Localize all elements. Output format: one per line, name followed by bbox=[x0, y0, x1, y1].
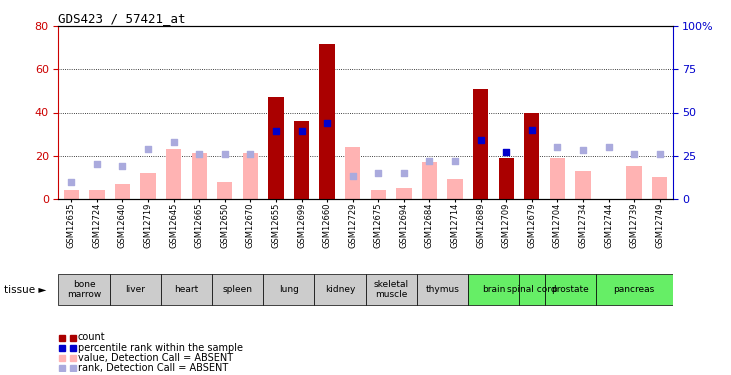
FancyBboxPatch shape bbox=[212, 274, 263, 305]
Point bbox=[654, 151, 665, 157]
Bar bbox=[550, 158, 565, 199]
Text: bone
marrow: bone marrow bbox=[67, 280, 101, 299]
FancyBboxPatch shape bbox=[519, 274, 545, 305]
Point bbox=[244, 151, 256, 157]
FancyBboxPatch shape bbox=[314, 274, 366, 305]
Text: prostate: prostate bbox=[551, 285, 589, 294]
Point bbox=[168, 139, 180, 145]
Bar bbox=[268, 98, 284, 199]
Text: count: count bbox=[77, 333, 105, 342]
Bar bbox=[575, 171, 591, 199]
Text: GDS423 / 57421_at: GDS423 / 57421_at bbox=[58, 12, 186, 25]
Bar bbox=[319, 44, 335, 199]
Point bbox=[66, 178, 77, 184]
Text: value, Detection Call = ABSENT: value, Detection Call = ABSENT bbox=[77, 353, 233, 363]
Point bbox=[602, 144, 614, 150]
Bar bbox=[447, 179, 463, 199]
Bar bbox=[64, 190, 79, 199]
Text: liver: liver bbox=[125, 285, 145, 294]
Point bbox=[346, 173, 358, 179]
Text: lung: lung bbox=[279, 285, 299, 294]
Bar bbox=[524, 112, 539, 199]
Text: spinal cord: spinal cord bbox=[507, 285, 556, 294]
Text: tissue ►: tissue ► bbox=[4, 285, 46, 295]
Bar bbox=[243, 153, 258, 199]
Point bbox=[449, 158, 461, 164]
Point bbox=[219, 151, 231, 157]
Bar bbox=[115, 184, 130, 199]
Bar bbox=[473, 89, 488, 199]
Point bbox=[295, 129, 308, 135]
Bar bbox=[371, 190, 386, 199]
Bar bbox=[499, 158, 514, 199]
Text: percentile rank within the sample: percentile rank within the sample bbox=[77, 343, 243, 352]
Point bbox=[116, 163, 129, 169]
FancyBboxPatch shape bbox=[58, 274, 110, 305]
Bar bbox=[396, 188, 412, 199]
Point bbox=[628, 151, 640, 157]
Bar bbox=[422, 162, 437, 199]
FancyBboxPatch shape bbox=[596, 274, 673, 305]
Bar bbox=[294, 121, 309, 199]
Point bbox=[577, 147, 589, 153]
Text: rank, Detection Call = ABSENT: rank, Detection Call = ABSENT bbox=[77, 363, 228, 372]
Point bbox=[321, 120, 333, 126]
Point bbox=[270, 129, 282, 135]
Point bbox=[474, 137, 486, 143]
Bar bbox=[192, 153, 207, 199]
FancyBboxPatch shape bbox=[366, 274, 417, 305]
Bar bbox=[345, 147, 360, 199]
Text: spleen: spleen bbox=[222, 285, 253, 294]
FancyBboxPatch shape bbox=[468, 274, 519, 305]
FancyBboxPatch shape bbox=[263, 274, 314, 305]
Bar bbox=[89, 190, 105, 199]
Bar bbox=[217, 182, 232, 199]
Point bbox=[398, 170, 409, 176]
FancyBboxPatch shape bbox=[417, 274, 468, 305]
Point bbox=[500, 149, 512, 155]
Point bbox=[526, 127, 538, 133]
Text: skeletal
muscle: skeletal muscle bbox=[374, 280, 409, 299]
Text: thymus: thymus bbox=[425, 285, 459, 294]
Point bbox=[91, 161, 102, 167]
FancyBboxPatch shape bbox=[110, 274, 161, 305]
FancyBboxPatch shape bbox=[545, 274, 596, 305]
Bar bbox=[166, 149, 181, 199]
Point bbox=[373, 170, 385, 176]
Text: brain: brain bbox=[482, 285, 505, 294]
Text: heart: heart bbox=[174, 285, 199, 294]
Bar bbox=[626, 166, 642, 199]
FancyBboxPatch shape bbox=[161, 274, 212, 305]
Point bbox=[423, 158, 435, 164]
Text: pancreas: pancreas bbox=[613, 285, 655, 294]
Point bbox=[193, 151, 205, 157]
Bar bbox=[652, 177, 667, 199]
Bar bbox=[140, 173, 156, 199]
Point bbox=[551, 144, 563, 150]
Text: kidney: kidney bbox=[325, 285, 355, 294]
Point bbox=[142, 146, 154, 152]
